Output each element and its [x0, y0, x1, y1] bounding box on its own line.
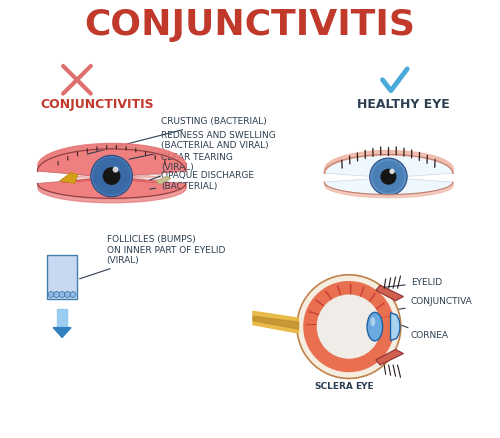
- Circle shape: [380, 169, 396, 185]
- Circle shape: [91, 155, 132, 197]
- Polygon shape: [48, 255, 77, 300]
- Text: FOLLICLES (BUMPS)
ON INNER PART OF EYELID
(VIRAL): FOLLICLES (BUMPS) ON INNER PART OF EYELI…: [80, 235, 225, 279]
- Circle shape: [372, 161, 404, 193]
- Circle shape: [54, 292, 60, 297]
- Circle shape: [303, 281, 394, 372]
- Circle shape: [93, 157, 130, 195]
- Circle shape: [297, 275, 401, 378]
- Circle shape: [64, 292, 70, 297]
- Polygon shape: [376, 285, 404, 301]
- Circle shape: [59, 292, 65, 297]
- Circle shape: [316, 294, 381, 359]
- Text: OPAQUE DISCHARGE
(BACTERIAL): OPAQUE DISCHARGE (BACTERIAL): [150, 171, 254, 191]
- Text: HEALTHY EYE: HEALTHY EYE: [357, 98, 450, 111]
- Polygon shape: [60, 173, 78, 184]
- Text: CLEAR TEARING
(VIRAL): CLEAR TEARING (VIRAL): [150, 153, 233, 180]
- Polygon shape: [156, 176, 171, 184]
- Circle shape: [70, 292, 76, 297]
- Circle shape: [102, 167, 120, 185]
- Text: CONJUNCTIVITIS: CONJUNCTIVITIS: [40, 98, 154, 111]
- Ellipse shape: [370, 317, 375, 326]
- Text: EYELID: EYELID: [383, 278, 442, 287]
- Circle shape: [390, 169, 394, 174]
- Circle shape: [48, 292, 54, 297]
- Text: CORNEA: CORNEA: [402, 325, 448, 340]
- Text: CRUSTING (BACTERIAL): CRUSTING (BACTERIAL): [87, 117, 267, 154]
- Circle shape: [370, 158, 407, 195]
- Polygon shape: [324, 155, 452, 194]
- Polygon shape: [53, 328, 71, 337]
- Ellipse shape: [367, 312, 382, 341]
- Text: CONJUNCTIVITIS: CONJUNCTIVITIS: [84, 8, 415, 42]
- Text: CONJUNCTIVA: CONJUNCTIVA: [398, 297, 472, 310]
- Polygon shape: [38, 149, 186, 198]
- Text: EYE: EYE: [355, 382, 374, 391]
- Text: SCLERA: SCLERA: [314, 382, 353, 391]
- Polygon shape: [376, 350, 404, 365]
- Polygon shape: [390, 313, 400, 340]
- Circle shape: [112, 167, 118, 173]
- Text: REDNESS AND SWELLING
(BACTERIAL AND VIRAL): REDNESS AND SWELLING (BACTERIAL AND VIRA…: [129, 131, 276, 159]
